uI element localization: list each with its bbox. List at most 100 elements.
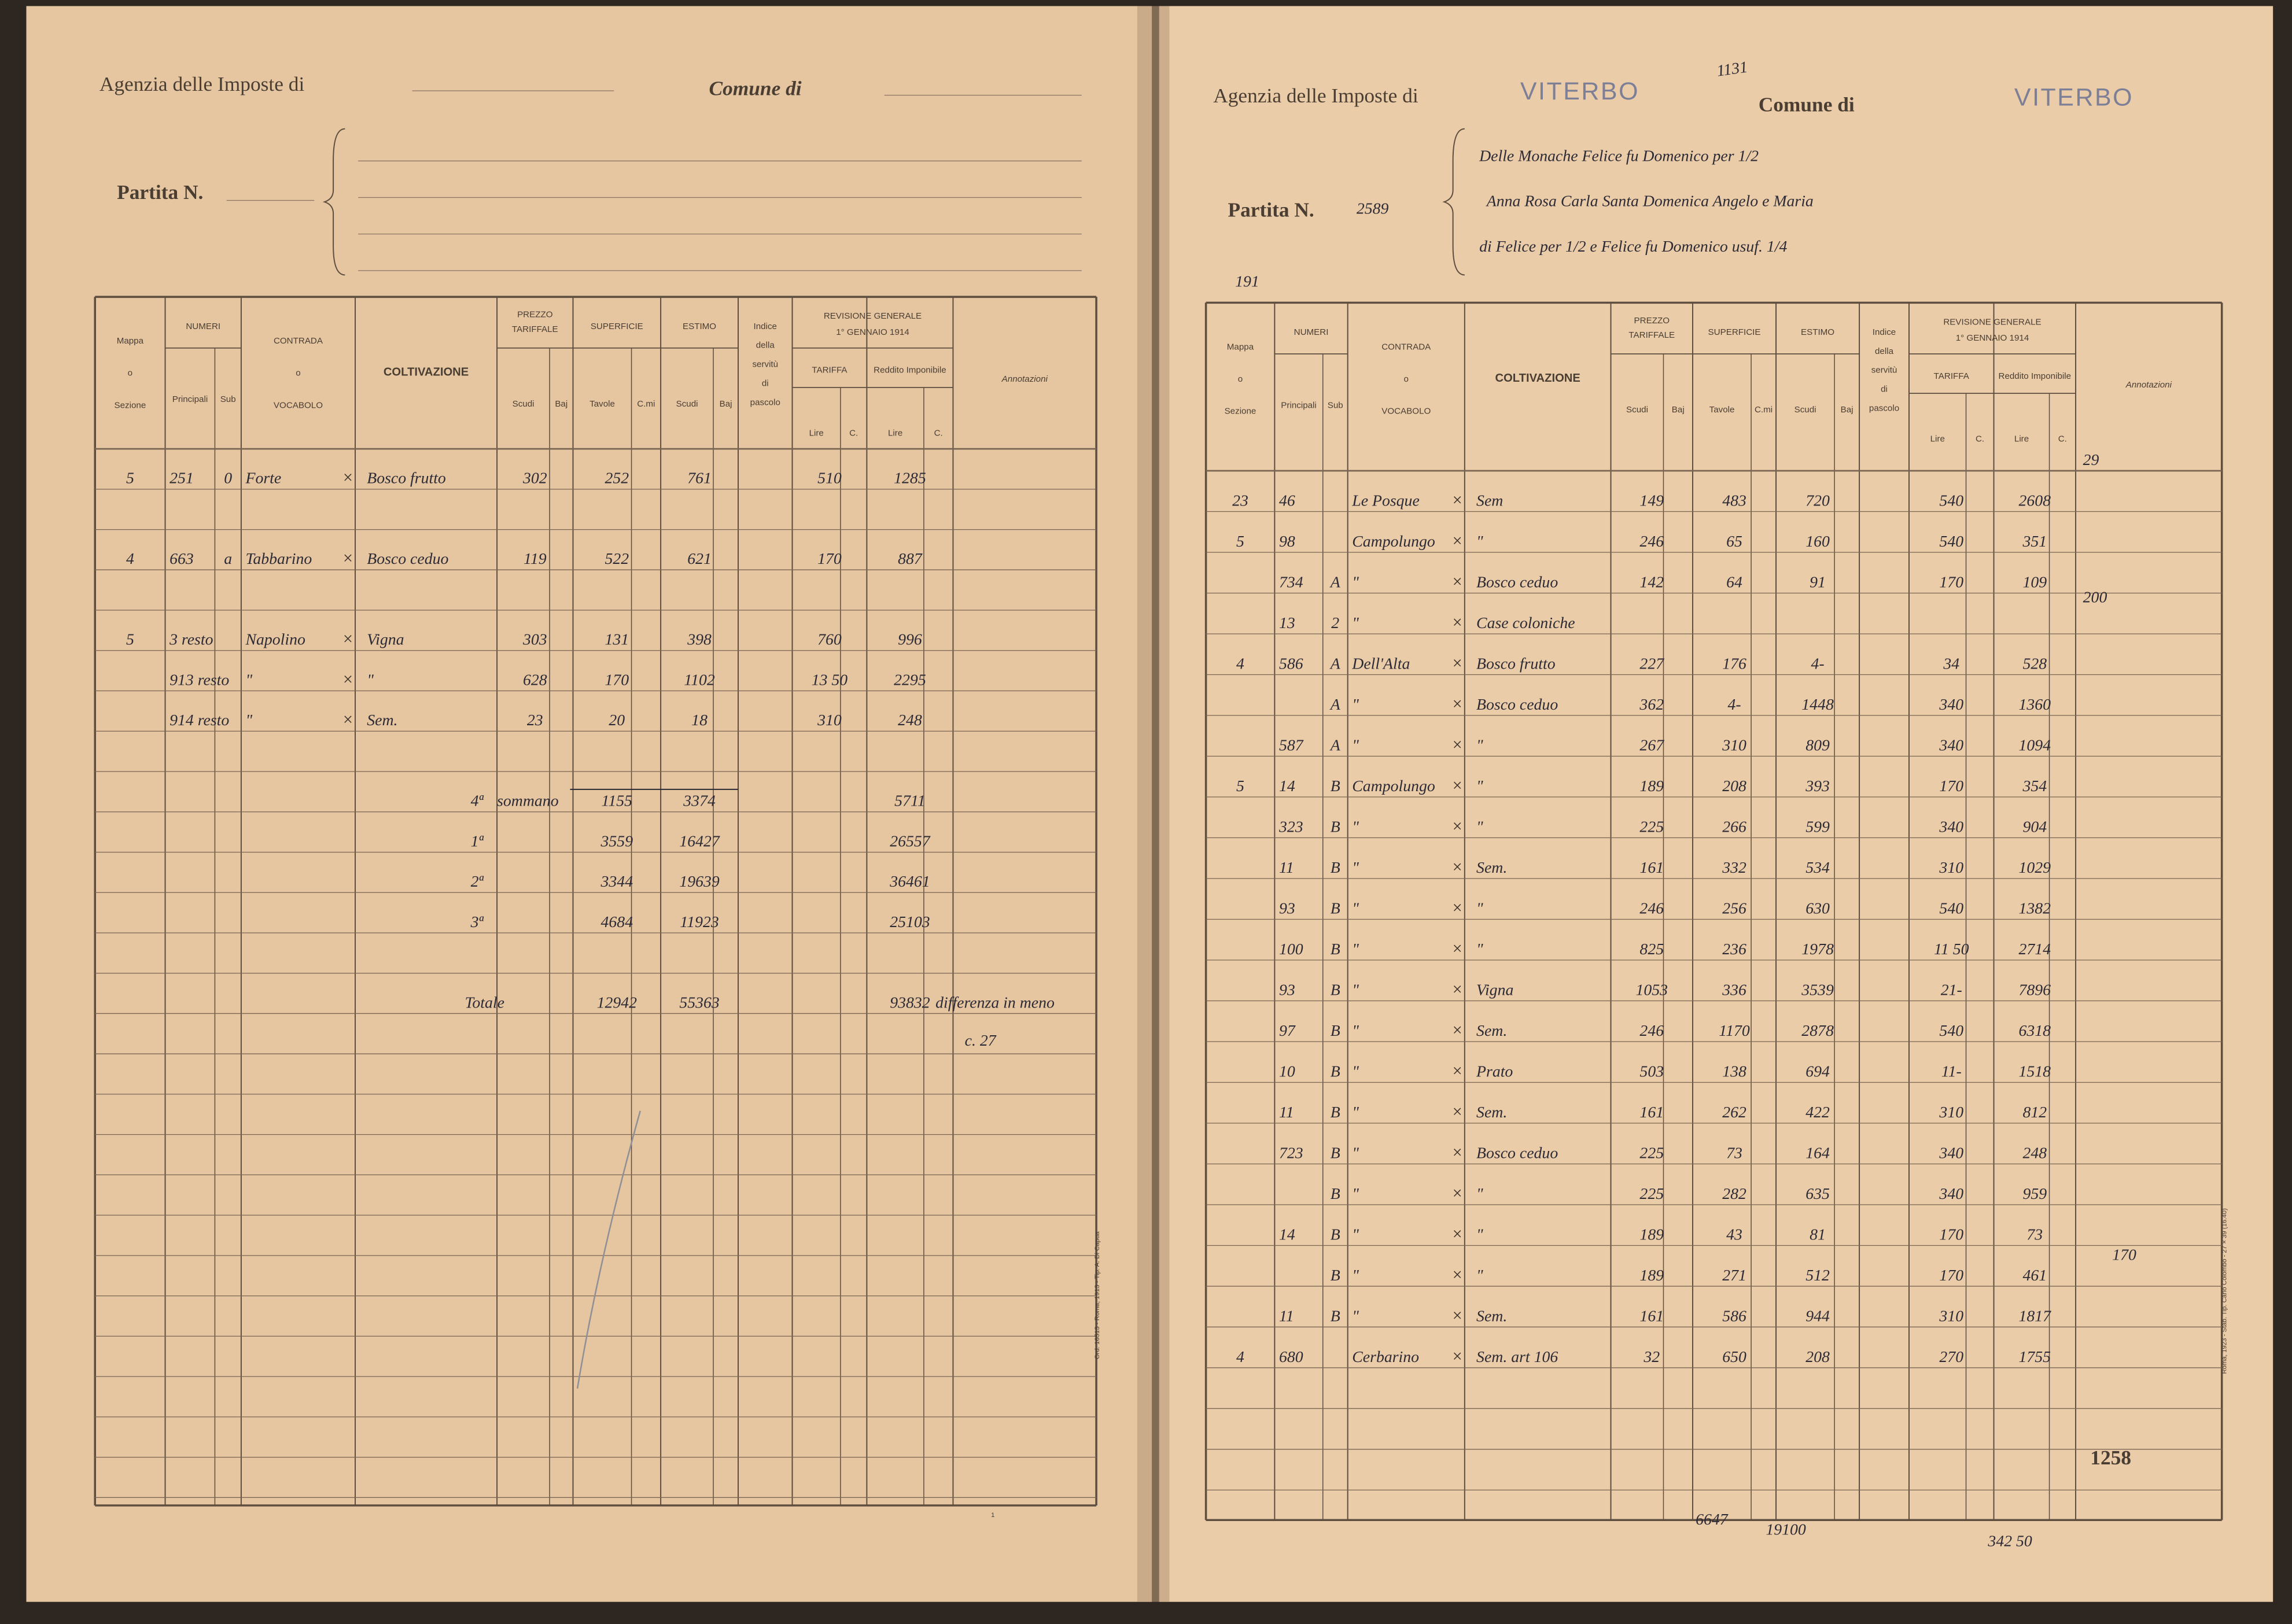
entry: " xyxy=(1352,899,1359,917)
entry: 336 xyxy=(1722,981,1746,999)
entry: 540 xyxy=(1939,492,1963,510)
entry: Sem. art 106 xyxy=(1476,1348,1558,1366)
entry: 7896 xyxy=(2019,981,2051,999)
entry: 959 xyxy=(2022,1185,2047,1203)
entry: 340 xyxy=(1939,1144,1963,1162)
entry: 528 xyxy=(2022,655,2047,673)
entry: 11 xyxy=(1279,1307,1294,1325)
header-label: SUPERFICIE xyxy=(591,322,643,331)
entry: Bosco frutto xyxy=(1476,655,1556,673)
entry: 904 xyxy=(2022,818,2047,836)
entry: 650 xyxy=(1722,1348,1746,1366)
entry: 540 xyxy=(1939,1022,1963,1040)
entry: 270 xyxy=(1939,1348,1963,1366)
entry: 760 xyxy=(817,631,842,649)
entry: 248 xyxy=(898,711,922,729)
red-cross: × xyxy=(1453,1305,1462,1325)
annotation: 200 xyxy=(2083,588,2107,606)
entry: B xyxy=(1331,899,1340,917)
entry: 540 xyxy=(1939,533,1963,551)
entry: 1053 xyxy=(1635,981,1668,999)
entry: " xyxy=(1476,1185,1483,1203)
entry: Forte xyxy=(245,470,281,488)
red-cross: × xyxy=(1453,694,1462,714)
total-note: differenza in meno xyxy=(935,994,1055,1012)
entry: 310 xyxy=(1939,1307,1963,1325)
summary-class: 2ª xyxy=(471,873,484,891)
summary-label: sommano xyxy=(497,792,559,810)
entry: 914 resto xyxy=(169,711,229,729)
header-label: servitù xyxy=(752,360,778,370)
entry: Bosco ceduo xyxy=(1476,696,1558,714)
entry: " xyxy=(246,711,253,729)
entry: 246 xyxy=(1639,1022,1664,1040)
entry: 3539 xyxy=(1801,981,1834,999)
header-label: PREZZO xyxy=(1634,316,1670,326)
header-label: Sezione xyxy=(114,400,146,410)
summary-superficie: 3344 xyxy=(600,873,633,891)
entry: 23 xyxy=(1232,492,1248,510)
owner-line: di Felice per 1/2 e Felice fu Domenico u… xyxy=(1479,238,1787,256)
entry: 20 xyxy=(609,711,625,729)
entry: Bosco frutto xyxy=(367,470,446,488)
owner-line: Anna Rosa Carla Santa Domenica Angelo e … xyxy=(1486,193,1814,211)
red-cross: × xyxy=(343,468,353,488)
agency-label: Agenzia delle Imposte di xyxy=(100,72,305,95)
entry: 635 xyxy=(1805,1185,1830,1203)
entry: 461 xyxy=(2022,1267,2047,1285)
entry: " xyxy=(1476,818,1483,836)
header-label: o xyxy=(1238,374,1243,384)
entry: 1102 xyxy=(684,671,715,689)
header-label: o xyxy=(296,368,300,378)
entry: 100 xyxy=(1279,940,1303,958)
header-label: pascolo xyxy=(750,397,780,407)
entry: 398 xyxy=(687,631,712,649)
entry: 761 xyxy=(687,470,712,488)
total-superficie: 12942 xyxy=(597,994,638,1012)
entry: 1755 xyxy=(2019,1348,2051,1366)
entry: " xyxy=(1476,1226,1483,1243)
summary-estimo: 11923 xyxy=(680,913,718,931)
red-cross: × xyxy=(1453,612,1462,632)
entry: B xyxy=(1331,1226,1340,1243)
entry: Le Posque xyxy=(1351,492,1420,510)
header-label: REVISIONE GENERALE xyxy=(824,311,922,321)
red-cross: × xyxy=(1453,1102,1462,1121)
entry: B xyxy=(1331,777,1340,795)
entry: Sem. xyxy=(1476,859,1507,877)
entry: " xyxy=(1352,696,1359,714)
entry: Napolino xyxy=(245,631,305,649)
entry: 170 xyxy=(605,671,629,689)
entry: 4 xyxy=(1236,655,1244,673)
entry: 32 xyxy=(1643,1348,1660,1366)
entry: 1285 xyxy=(894,470,926,488)
header-label: di xyxy=(1881,385,1888,394)
entry: A xyxy=(1329,573,1341,591)
entry: 65 xyxy=(1726,533,1742,551)
entry: 14 xyxy=(1279,1226,1295,1243)
summary-estimo: 16427 xyxy=(679,832,720,850)
summary-estimo: 3374 xyxy=(683,792,716,810)
entry: 160 xyxy=(1805,533,1830,551)
red-cross: × xyxy=(343,629,353,649)
summary-reddito: 5711 xyxy=(894,792,926,810)
header-label: Reddito Imponibile xyxy=(1999,371,2072,381)
header-label: TARIFFA xyxy=(1934,371,1970,381)
entry: 996 xyxy=(898,631,922,649)
entry: 2608 xyxy=(2019,492,2051,510)
entry: 208 xyxy=(1722,777,1746,795)
entry: 2 xyxy=(1331,614,1339,632)
entry: " xyxy=(1352,859,1359,877)
entry: 11 50 xyxy=(1934,940,1969,958)
summary-superficie: 3559 xyxy=(600,832,633,850)
header-label: C. xyxy=(1976,434,1984,444)
entry: " xyxy=(1352,818,1359,836)
red-cross: × xyxy=(1453,1183,1462,1203)
entry: 1382 xyxy=(2019,899,2051,917)
entry: Bosco ceduo xyxy=(1476,573,1558,591)
entry: B xyxy=(1331,1185,1340,1203)
red-cross: × xyxy=(1453,571,1462,591)
header-label: CONTRADA xyxy=(1381,342,1431,352)
